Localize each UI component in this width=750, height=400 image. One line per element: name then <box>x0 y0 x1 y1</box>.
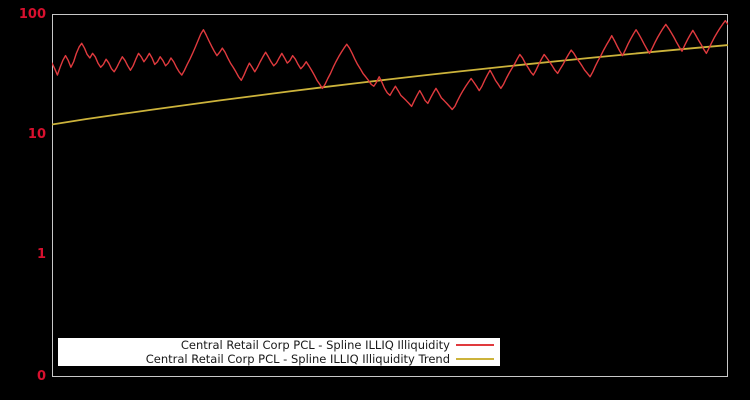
y-tick-label-0: 0 <box>36 369 46 384</box>
legend: Central Retail Corp PCL - Spline ILLIQ I… <box>58 338 500 366</box>
legend-swatch-trend-icon <box>456 353 494 365</box>
y-tick-label-1: 1 <box>36 247 46 262</box>
series-line-illiquidity <box>52 19 728 111</box>
y-tick-label-10: 10 <box>27 127 46 142</box>
series-line-trend <box>52 44 728 126</box>
legend-swatch-illiquidity-icon <box>456 339 494 351</box>
y-axis: 100 10 1 0 <box>0 0 46 400</box>
legend-entry-illiquidity: Central Retail Corp PCL - Spline ILLIQ I… <box>58 338 500 352</box>
plot-area <box>52 19 728 126</box>
legend-label-illiquidity: Central Retail Corp PCL - Spline ILLIQ I… <box>180 338 450 352</box>
y-tick-label-100: 100 <box>18 7 46 22</box>
plot-frame <box>52 14 728 377</box>
legend-entry-trend: Central Retail Corp PCL - Spline ILLIQ I… <box>58 352 500 366</box>
legend-label-trend: Central Retail Corp PCL - Spline ILLIQ I… <box>145 352 450 366</box>
